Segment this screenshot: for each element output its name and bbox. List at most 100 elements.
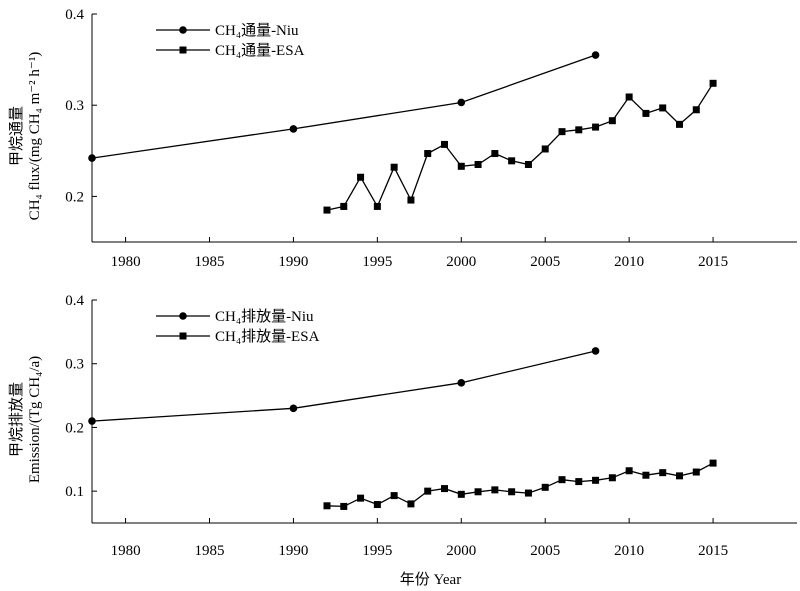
series-line: [326, 82, 714, 211]
legend-entry: CH₄排放量-ESA: [156, 328, 320, 345]
legend-label: CH₄通量-Niu: [215, 22, 299, 39]
data-point: [340, 202, 348, 210]
data-point: [441, 485, 448, 493]
data-point: [508, 488, 516, 496]
x-tick-label: 1985: [195, 254, 225, 270]
legend-marker: [179, 26, 187, 34]
series-line: [91, 350, 596, 422]
y-axis-title-en: CH₄ flux/(mg CH₄ m⁻² h⁻¹): [27, 52, 43, 221]
legend-label: CH₄排放量-ESA: [215, 328, 320, 345]
data-point: [692, 106, 700, 114]
data-point: [591, 51, 600, 59]
data-point: [340, 502, 348, 510]
series-line: [91, 54, 596, 159]
data-point: [441, 140, 448, 148]
y-tick-label: 0.2: [65, 189, 84, 205]
data-point: [709, 459, 717, 467]
y-tick-label: 0.2: [65, 420, 84, 436]
x-tick-label: 1980: [111, 254, 141, 270]
data-point: [373, 202, 381, 210]
data-point: [424, 150, 432, 158]
y-tick-label: 0.1: [65, 484, 84, 500]
x-tick-label: 1995: [362, 254, 392, 270]
data-point: [558, 476, 566, 484]
series-line: [326, 462, 714, 508]
data-point: [457, 379, 466, 387]
y-axis-title-cn: 甲烷通量: [8, 106, 25, 166]
data-point: [541, 145, 549, 153]
data-point: [323, 206, 331, 214]
data-point: [676, 120, 683, 128]
legend-marker: [179, 46, 187, 54]
series-esa: [323, 79, 717, 214]
legend-marker: [179, 332, 187, 340]
data-point: [592, 123, 600, 131]
x-tick-label: 2000: [446, 543, 476, 559]
data-point: [357, 173, 365, 181]
data-point: [642, 471, 650, 479]
data-point: [608, 117, 616, 125]
x-tick-label: 1980: [111, 543, 141, 559]
y-axis-title-cn: 甲烷排放量: [8, 382, 25, 457]
data-point: [474, 160, 482, 168]
data-point: [541, 483, 549, 491]
data-point: [88, 417, 96, 425]
data-point: [659, 469, 667, 477]
legend-entry: CH₄通量-Niu: [156, 22, 299, 39]
data-point: [524, 160, 532, 168]
data-point: [491, 150, 499, 158]
data-point: [474, 488, 482, 496]
legend-label: CH₄排放量-Niu: [215, 308, 314, 325]
legend-label: CH₄通量-ESA: [215, 42, 305, 59]
x-tick-label: 1990: [278, 543, 308, 559]
data-point: [491, 486, 499, 494]
data-point: [709, 79, 717, 87]
y-tick-label: 0.3: [65, 357, 84, 373]
x-tick-label: 2005: [530, 254, 560, 270]
data-point: [508, 157, 516, 165]
data-point: [357, 494, 365, 502]
data-point: [558, 128, 566, 136]
legend-entry: CH₄通量-ESA: [156, 42, 305, 59]
data-point: [407, 500, 415, 508]
data-point: [575, 478, 583, 486]
data-point: [390, 492, 398, 500]
x-axis-title: 年份 Year: [400, 571, 461, 588]
data-point: [457, 162, 465, 170]
x-tick-label: 2015: [698, 543, 728, 559]
x-tick-label: 2005: [530, 543, 560, 559]
chart-panel-2: 0.1 0.2 0.3 0.4 1980 1985 1990 1995 2000 2005 2010…: [8, 293, 797, 588]
y-tick-label: 0.3: [65, 98, 84, 114]
series-esa: [323, 459, 717, 510]
data-point: [373, 501, 381, 509]
data-point: [390, 163, 398, 171]
data-point: [88, 154, 96, 162]
data-point: [575, 126, 583, 134]
x-tick-label: 2015: [698, 254, 728, 270]
x-tick-label: 1995: [362, 543, 392, 559]
data-point: [323, 502, 331, 510]
data-point: [592, 476, 600, 484]
data-point: [524, 489, 532, 497]
data-point: [289, 125, 298, 133]
data-point: [608, 474, 616, 482]
data-point: [457, 98, 466, 107]
legend-entry: CH₄排放量-Niu: [156, 308, 314, 325]
series-niu: [88, 347, 600, 425]
series-niu: [88, 51, 600, 162]
data-point: [642, 109, 650, 117]
y-tick-label: 0.4: [65, 293, 84, 309]
data-point: [625, 467, 633, 475]
data-point: [407, 196, 415, 204]
y-tick-label: 0.4: [65, 7, 84, 23]
x-tick-label: 2010: [614, 543, 644, 559]
data-point: [676, 472, 683, 480]
x-tick-label: 1985: [195, 543, 225, 559]
data-point: [659, 104, 667, 112]
data-point: [289, 404, 298, 413]
data-point: [692, 468, 700, 476]
legend-marker: [179, 312, 187, 320]
chart-panel-1: 0.2 0.3 0.4 1980 1985 1990 1995 2000 2005 2010 201…: [8, 7, 797, 270]
x-tick-label: 2010: [614, 254, 644, 270]
data-point: [424, 487, 432, 495]
